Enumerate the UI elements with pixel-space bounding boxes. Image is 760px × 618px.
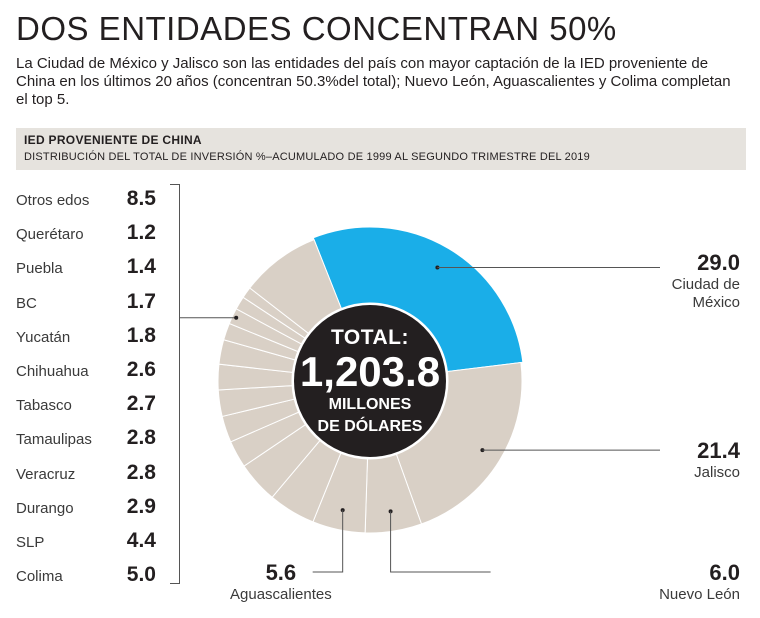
side-list-item: BC 1.7: [16, 289, 156, 319]
side-list-item: Querétaro 1.2: [16, 220, 156, 250]
side-list-value: 1.8: [126, 323, 156, 347]
callout-label: Ciudad de: [671, 275, 740, 293]
side-list-label: Otros edos: [16, 192, 90, 209]
side-list-value: 2.8: [126, 460, 156, 484]
section-band: IED PROVENIENTE DE CHINA DISTRIBUCIÓN DE…: [16, 128, 746, 170]
total-unit-line2: DE DÓLARES: [317, 418, 423, 435]
donut-slice: [249, 239, 342, 334]
side-list-value: 4.4: [126, 529, 156, 552]
side-list-label: Chihuahua: [16, 363, 89, 380]
side-list-value: 2.8: [126, 426, 156, 450]
total-label: TOTAL: 1,203.8 MILLONES DE DÓLARES: [290, 326, 450, 436]
band-title: IED PROVENIENTE DE CHINA: [24, 133, 202, 147]
side-list-item: Tabasco 2.7: [16, 391, 156, 421]
callout-label: México: [692, 293, 740, 311]
side-list-item: Durango 2.9: [16, 494, 156, 524]
side-list-item: Tamaulipas 2.8: [16, 425, 156, 455]
side-list-label: BC: [16, 294, 37, 312]
side-list-item: Otros edos 8.5: [16, 186, 156, 216]
donut-slice: [312, 226, 524, 373]
chart-title: DOS ENTIDADES CONCENTRAN 50%: [16, 10, 617, 47]
callout: 6.0 Nuevo León: [659, 560, 740, 604]
side-list-value: 8.5: [126, 187, 156, 210]
callout-label: Jalisco: [694, 464, 740, 482]
side-list-value: 2.7: [126, 392, 156, 416]
leader-line: [312, 510, 344, 573]
callout-value: 5.6: [265, 560, 297, 585]
callout-value: 6.0: [709, 560, 740, 585]
total-value: 1,203.8: [299, 348, 441, 395]
side-list-label: Colima: [16, 568, 63, 586]
side-list-label: SLP: [16, 534, 45, 551]
side-list-value: 5.0: [126, 563, 156, 587]
side-list-label: Tamaulipas: [16, 431, 92, 449]
total-unit-line1: MILLONES: [328, 396, 412, 413]
side-list-label: Tabasco: [16, 397, 72, 415]
callout-label: Aguascalientes: [230, 586, 332, 603]
side-list-item: Yucatán 1.8: [16, 323, 156, 353]
callout: 5.6 Aguascalientes: [230, 560, 332, 604]
callout: 21.4 Jalisco: [694, 438, 740, 482]
side-list-value: 2.9: [126, 494, 156, 518]
side-list-label: Querétaro: [16, 226, 84, 244]
leader-dot: [340, 508, 345, 513]
donut-slice: [395, 361, 523, 525]
side-list-item: Chihuahua 2.6: [16, 357, 156, 387]
callout-value: 21.4: [697, 438, 740, 464]
side-list-label: Yucatán: [16, 328, 71, 346]
side-list-value: 1.2: [126, 221, 156, 245]
side-list-item: SLP 4.4: [16, 528, 156, 558]
leader-dot: [234, 315, 239, 320]
donut-center: [294, 305, 446, 457]
side-list-item: Puebla 1.4: [16, 254, 156, 284]
leader-dot: [388, 509, 393, 514]
side-list-label: Puebla: [16, 260, 63, 278]
side-list-value: 1.4: [126, 255, 156, 279]
callout-label: Nuevo León: [659, 586, 740, 603]
callout-value: 29.0: [697, 249, 740, 275]
side-list-value: 2.6: [126, 358, 156, 381]
side-list-label: Veracruz: [16, 465, 76, 483]
side-list-label: Durango: [16, 499, 74, 517]
leader-line: [390, 511, 491, 573]
chart-subtitle: La Ciudad de México y Jalisco son las en…: [16, 55, 731, 108]
side-list-value: 1.7: [126, 289, 156, 313]
side-list-item: Colima 5.0: [16, 562, 156, 592]
side-list-item: Veracruz 2.8: [16, 460, 156, 490]
callout: 29.0 Ciudad de México: [672, 250, 740, 312]
side-list-bracket: [170, 184, 180, 584]
total-label-line1: TOTAL:: [330, 326, 410, 349]
band-subtitle: DISTRIBUCIÓN DEL TOTAL DE INVERSIÓN %–AC…: [24, 151, 590, 163]
